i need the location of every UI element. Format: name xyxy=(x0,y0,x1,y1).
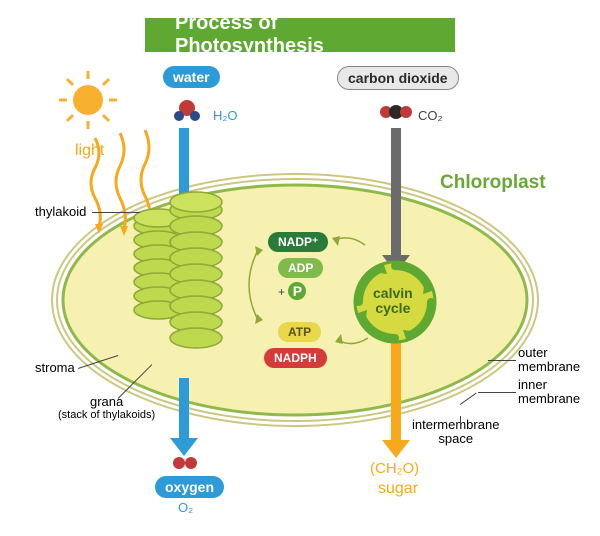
oxygen-formula: O₂ xyxy=(178,500,193,515)
stroma-label: stroma xyxy=(35,360,75,375)
inner-mem-text: inner xyxy=(518,378,580,392)
thylakoid-label: thylakoid xyxy=(35,204,86,219)
oxygen-label: oxygen xyxy=(165,479,214,495)
cycle-arrows xyxy=(220,210,420,390)
intermem-sub: space xyxy=(412,432,499,446)
oxygen-pill: oxygen xyxy=(155,476,224,498)
diagram-container: { "title": { "text": "Process of Photosy… xyxy=(0,0,600,536)
grana-label: grana (stack of thylakoids) xyxy=(58,394,155,421)
outer-membrane-label: outer membrane xyxy=(518,346,580,375)
sugar-label: sugar xyxy=(378,480,418,498)
sugar-formula: (CH₂O) xyxy=(370,460,419,477)
intermembrane-label: intermembrane space xyxy=(412,418,499,447)
o2-molecule xyxy=(170,455,200,471)
grana-text: grana xyxy=(58,394,155,409)
outer-mem-sub: membrane xyxy=(518,360,580,374)
inner-membrane-label: inner membrane xyxy=(518,378,580,407)
intermem-text: intermembrane xyxy=(412,418,499,432)
inner-mem-sub: membrane xyxy=(518,392,580,406)
chloroplast-label: Chloroplast xyxy=(440,172,546,194)
outer-mem-text: outer xyxy=(518,346,580,360)
grana-sub: (stack of thylakoids) xyxy=(58,409,155,421)
